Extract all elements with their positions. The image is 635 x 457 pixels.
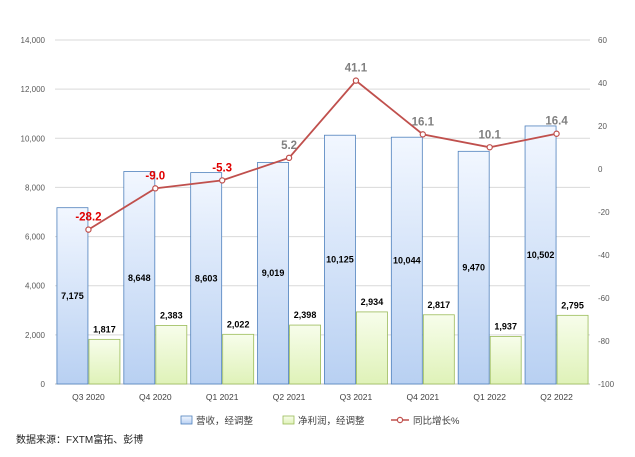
category-label: Q4 2020 <box>139 392 172 402</box>
revenue-value-label: 10,125 <box>326 255 354 265</box>
growth-point <box>553 130 560 137</box>
right-tick-label: -80 <box>598 337 610 346</box>
category-label: Q2 2022 <box>540 392 573 402</box>
net-profit-bar <box>289 324 321 385</box>
growth-value-label: -5.3 <box>212 162 232 174</box>
left-tick-label: 0 <box>41 380 46 389</box>
revenue-bar <box>324 134 356 385</box>
revenue-bar <box>56 207 89 385</box>
legend-label-growth: 同比增长% <box>413 415 460 427</box>
left-tick-label: 4,000 <box>25 282 46 291</box>
right-tick-label: 60 <box>598 36 607 45</box>
growth-labels: -28.2 -9.0 -5.3 5.2 41.1 16.1 10.1 16.4 <box>75 63 568 224</box>
net-profit-bar <box>222 333 255 385</box>
left-tick-label: 14,000 <box>21 36 46 45</box>
growth-point <box>152 185 159 192</box>
legend-label-revenue: 营收，经调整 <box>196 415 254 427</box>
growth-value-label: -9.0 <box>145 170 165 182</box>
legend-marker-growth <box>396 416 404 424</box>
net-profit-value-label: 2,795 <box>561 300 584 310</box>
right-tick-label: 40 <box>598 79 607 88</box>
net-profit-value-label: 2,817 <box>428 300 451 310</box>
revenue-value-label: 9,470 <box>462 263 485 273</box>
net-profit-value-label: 1,817 <box>93 324 116 334</box>
net-profit-bar <box>88 338 121 385</box>
revenue-bar <box>257 161 289 385</box>
revenue-value-label: 10,502 <box>527 250 555 260</box>
growth-point <box>352 77 360 84</box>
growth-point <box>285 154 293 162</box>
net-profit-value-label: 2,383 <box>160 310 183 320</box>
legend-swatch-net-profit <box>282 415 295 425</box>
right-tick-label: -20 <box>598 208 610 217</box>
left-tick-label: 8,000 <box>25 183 46 192</box>
right-tick-label: -40 <box>598 251 610 260</box>
growth-value-label: -28.2 <box>75 212 101 224</box>
revenue-bar <box>457 150 490 385</box>
category-label: Q3 2020 <box>72 392 105 402</box>
left-tick-label: 2,000 <box>25 331 46 340</box>
legend: 营收，经调整 净利润，经调整 同比增长% <box>180 415 460 427</box>
growth-value-label: 41.1 <box>345 63 368 75</box>
revenue-bar <box>524 125 557 385</box>
net-profit-value-label: 2,398 <box>294 310 317 320</box>
left-axis-ticks: 0 2,000 4,000 6,000 8,000 10,000 12,000 14,000 <box>21 36 46 389</box>
net-profit-value-label: 2,022 <box>227 319 250 329</box>
left-tick-label: 12,000 <box>21 85 46 94</box>
bars <box>56 125 589 385</box>
net-profit-bar <box>422 314 455 385</box>
growth-point <box>419 131 427 138</box>
legend-swatch-revenue <box>180 415 193 425</box>
right-tick-label: 0 <box>598 165 603 174</box>
revenue-bar <box>390 136 423 385</box>
revenue-value-label: 8,603 <box>195 273 218 283</box>
left-tick-label: 10,000 <box>21 134 46 143</box>
revenue-bar <box>190 172 223 385</box>
legend-label-net-profit: 净利润，经调整 <box>298 415 365 427</box>
right-tick-label: -100 <box>598 380 615 389</box>
bar-labels: 7,175 1,817 8,648 2,383 8,603 2,022 9,019 2,398… <box>61 250 584 334</box>
growth-value-label: 10.1 <box>478 129 501 141</box>
growth-line <box>85 77 560 233</box>
growth-point <box>85 226 92 233</box>
growth-point <box>486 144 493 151</box>
left-tick-label: 6,000 <box>25 233 46 242</box>
category-label: Q1 2022 <box>473 392 506 402</box>
category-label: Q3 2021 <box>340 392 373 402</box>
right-axis-ticks: -100 -80 -60 -40 -20 0 20 40 60 <box>598 36 615 389</box>
growth-point <box>218 177 226 184</box>
revenue-value-label: 10,044 <box>393 256 421 266</box>
category-label: Q1 2021 <box>206 392 239 402</box>
revenue-value-label: 7,175 <box>61 291 84 301</box>
right-tick-label: 20 <box>598 122 607 131</box>
growth-value-label: 5.2 <box>281 140 297 152</box>
net-profit-bar <box>155 325 188 385</box>
revenue-bar <box>123 171 156 385</box>
growth-value-label: 16.1 <box>412 116 435 128</box>
source-note: 数据来源：FXTM富拓、彭博 <box>16 435 144 446</box>
net-profit-bar <box>556 314 589 385</box>
category-labels: Q3 2020 Q4 2020 Q1 2021 Q2 2021 Q3 2021 Q4 20… <box>72 392 573 402</box>
growth-line-path <box>87 79 557 231</box>
revenue-value-label: 8,648 <box>128 273 151 283</box>
net-profit-bar <box>356 311 388 385</box>
right-tick-label: -60 <box>598 294 610 303</box>
category-label: Q4 2021 <box>407 392 440 402</box>
net-profit-bar <box>489 336 522 385</box>
net-profit-value-label: 2,934 <box>361 297 384 307</box>
category-label: Q2 2021 <box>273 392 306 402</box>
revenue-value-label: 9,019 <box>262 268 285 278</box>
growth-value-label: 16.4 <box>545 116 568 128</box>
net-profit-value-label: 1,937 <box>494 321 517 331</box>
